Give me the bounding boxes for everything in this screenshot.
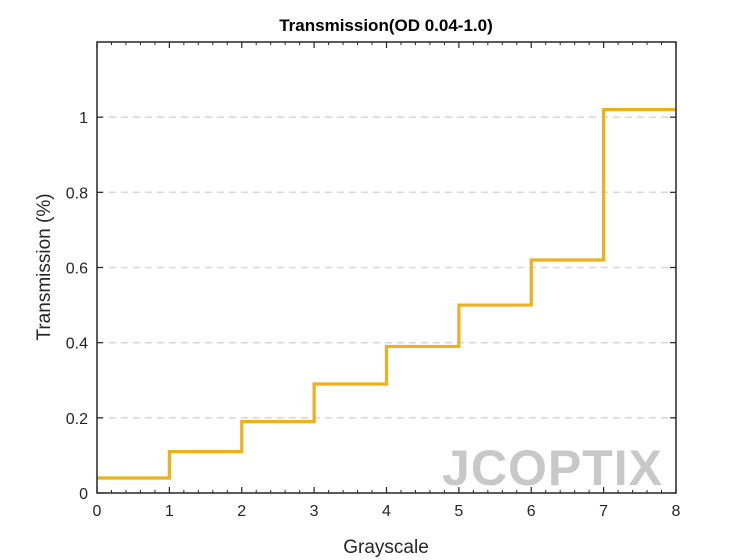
y-axis-label: Transmission (%) xyxy=(34,193,55,340)
y-tick-label: 0.8 xyxy=(66,185,88,202)
x-tick-label: 4 xyxy=(382,503,391,520)
tick-labels: 0 0.2 0.4 0.6 0.8 1 0 1 2 3 4 5 6 7 8 xyxy=(66,110,681,520)
y-tick-label: 0.2 xyxy=(66,411,88,428)
y-tick-label: 1 xyxy=(79,110,88,127)
x-tick-label: 5 xyxy=(454,503,463,520)
x-tick-label: 2 xyxy=(237,503,246,520)
x-tick-label: 8 xyxy=(672,503,681,520)
x-axis-label: Grayscale xyxy=(343,537,429,558)
y-tick-label: 0.4 xyxy=(66,336,88,353)
y-tick-label: 0.6 xyxy=(66,261,88,278)
series-layer xyxy=(97,108,676,480)
grid-lines xyxy=(97,116,676,419)
x-tick-label: 3 xyxy=(310,503,319,520)
y-tick-label: 0 xyxy=(79,486,88,503)
x-tick-label: 0 xyxy=(93,503,102,520)
plot-frame xyxy=(96,41,677,494)
x-tick-label: 6 xyxy=(527,503,536,520)
watermark-logo: JCOPTIX xyxy=(442,440,663,496)
x-tick-label: 1 xyxy=(165,503,174,520)
x-tick-label: 7 xyxy=(599,503,608,520)
chart-title: Transmission(OD 0.04-1.0) xyxy=(279,16,493,35)
series-step-line xyxy=(97,108,676,480)
